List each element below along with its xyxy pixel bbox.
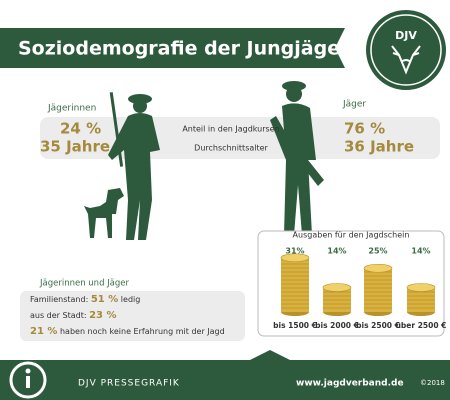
text: aus der Stadt: [30,311,87,320]
all-line: 21 % haben noch keine Erfahrung mit der … [30,326,225,337]
footer-left: DJV PRESSEGRAFIK [78,379,180,389]
value-label: 31% [285,247,304,256]
logo-text: DJV [395,29,417,42]
value: 51 % [91,294,118,305]
man-silhouette [270,81,324,235]
value-label: 14% [327,247,346,256]
coin-top [322,283,352,292]
info-icon [9,361,47,399]
all-line: Familienstand: 51 % ledig [30,294,140,305]
women-share: 24 % [60,120,101,138]
footer-bar [0,360,450,400]
men-share: 76 % [344,120,385,138]
logo-ring [370,14,442,86]
dog-silhouette [84,188,124,238]
category-label: bis 1500 € [273,321,317,330]
coin-stack [364,268,392,312]
women-age: 35 Jahre [40,138,110,156]
all-title: Jägerinnen und Jäger [39,279,130,289]
age-label: Durchschnittsalter [194,144,268,153]
men-label: Jäger [342,100,366,110]
men-age: 36 Jahre [344,138,414,156]
all-line: aus der Stadt: 23 % [30,310,117,321]
coin-stack [281,257,309,312]
share-label: Anteil in den Jagdkursen [182,125,279,134]
value-label: 25% [368,247,387,256]
women-label: Jägerinnen [47,104,96,114]
info-icon-bar [26,376,30,388]
coin-top [406,283,436,292]
all-band [20,291,245,341]
category-label: bis 2500 € [356,321,400,330]
text: ledig [121,295,141,304]
coin-top [363,263,393,273]
title: Soziodemografie der Jungjäger [18,38,350,60]
footer-copyright: ©2018 [420,379,445,387]
value-label: 14% [411,247,430,256]
value: 21 % [30,326,57,337]
info-icon-dot [25,368,31,374]
logo-circle [366,10,446,90]
woman-silhouette [108,92,160,240]
logo-antlers [391,45,421,75]
footer-url: www.jagdverband.de [296,379,404,389]
title-ribbon [0,28,345,68]
value: 23 % [89,310,116,321]
text: Familienstand: [30,295,88,304]
coin-top [280,253,310,263]
coin-chart: 31% bis 1500 € 14% bis 2000 € 25% bis 2500 € 1… [273,247,446,331]
text: haben noch keine Erfahrung mit der Jagd [60,327,225,336]
category-label: bis 2000 € [315,321,359,330]
category-label: über 2500 € [396,321,447,330]
footer-notch [250,350,290,360]
expenses-title: Ausgaben für den Jagdschein [293,231,410,240]
